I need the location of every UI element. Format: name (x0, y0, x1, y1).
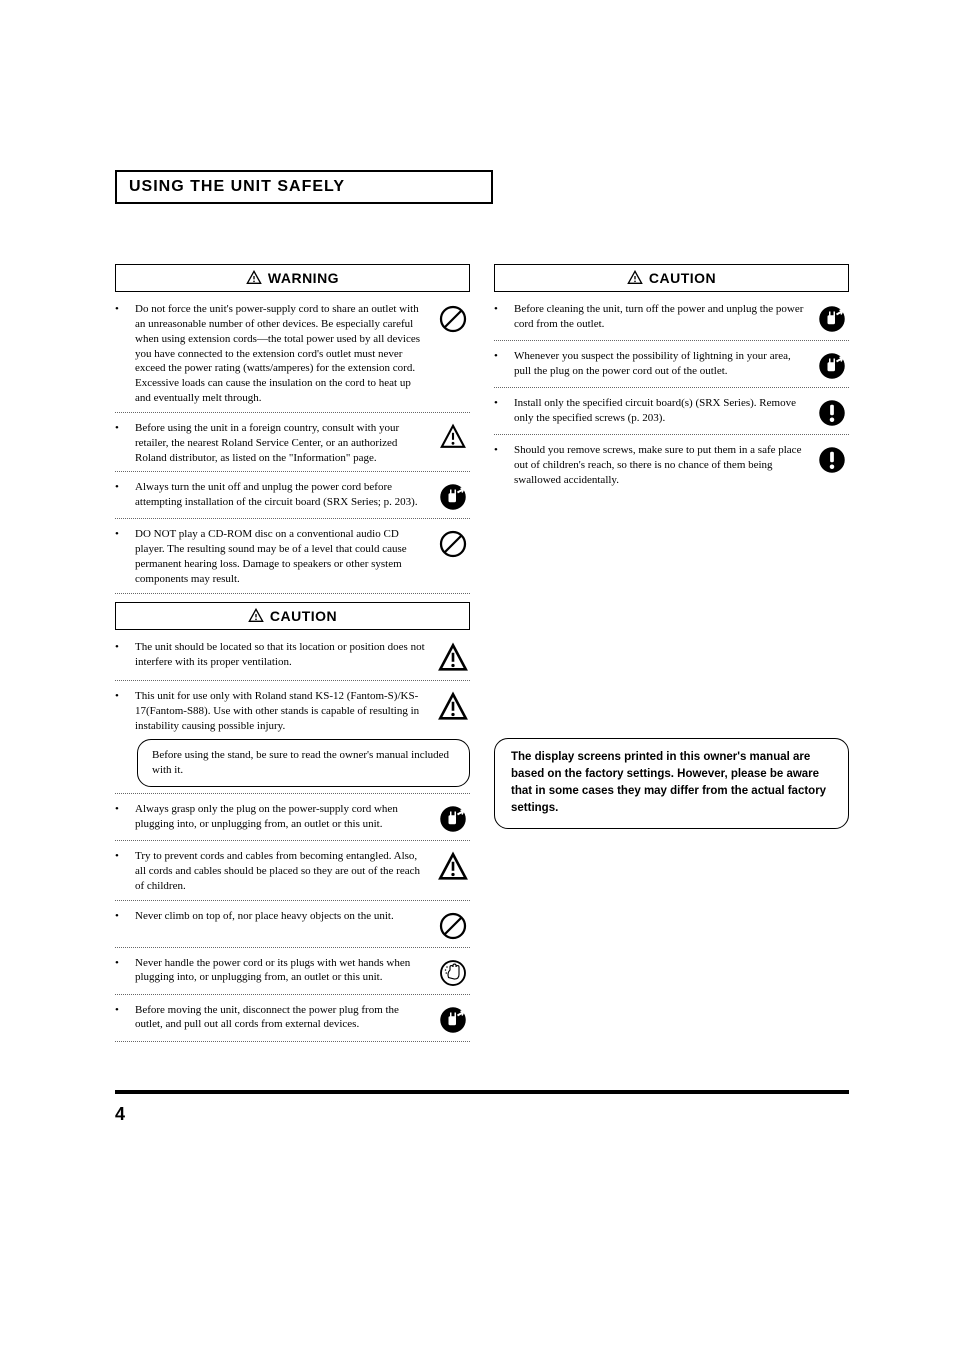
caution-label: CAUTION (270, 608, 337, 624)
safety-item: • This unit for use only with Roland stan… (115, 689, 470, 734)
dotted-separator (115, 412, 470, 413)
section-title: USING THE UNIT SAFELY (129, 178, 345, 195)
item-text: Try to prevent cords and cables from bec… (135, 849, 428, 894)
mandatory-icon (817, 396, 847, 428)
warn-tri-big-icon (438, 849, 468, 883)
warning-triangle-icon (246, 270, 262, 286)
item-text: Before cleaning the unit, turn off the p… (514, 302, 807, 332)
bullet: • (115, 640, 125, 655)
bullet: • (115, 689, 125, 704)
safety-item: • Never climb on top of, nor place heavy … (115, 909, 470, 941)
item-text: Never climb on top of, nor place heavy o… (135, 909, 428, 924)
safety-item: • Before using the unit in a foreign coun… (115, 421, 470, 466)
warning-label: WARNING (268, 270, 339, 286)
warning-item-list: • Do not force the unit's power-supply co… (115, 302, 470, 594)
item-text: Install only the specified circuit board… (514, 396, 807, 426)
bullet: • (115, 480, 125, 495)
dotted-separator (494, 387, 849, 388)
dotted-separator (115, 593, 470, 594)
dotted-separator (115, 793, 470, 794)
dotted-separator (115, 994, 470, 995)
right-column: CAUTION • Before cleaning the unit, turn … (494, 264, 849, 1050)
safety-item: • Try to prevent cords and cables from be… (115, 849, 470, 894)
warn-tri-big-icon (438, 689, 468, 723)
dotted-separator (494, 340, 849, 341)
warn-tri-icon (438, 421, 468, 451)
unplug-icon (438, 802, 468, 834)
caution-triangle-icon (627, 270, 643, 286)
bullet: • (494, 349, 504, 364)
dotted-separator (115, 471, 470, 472)
bullet: • (115, 909, 125, 924)
dotted-separator (494, 434, 849, 435)
item-text: Should you remove screws, make sure to p… (514, 443, 807, 488)
note-callout: The display screens printed in this owne… (494, 738, 849, 829)
unplug-icon (817, 302, 847, 334)
safety-item: • Should you remove screws, make sure to … (494, 443, 849, 488)
dotted-separator (115, 518, 470, 519)
item-text: Before using the unit in a foreign count… (135, 421, 428, 466)
bullet: • (494, 443, 504, 458)
safety-item: • DO NOT play a CD-ROM disc on a conventi… (115, 527, 470, 586)
item-text: This unit for use only with Roland stand… (135, 689, 428, 734)
prohibit-icon (438, 909, 468, 941)
dotted-separator (115, 680, 470, 681)
warning-heading: WARNING (115, 264, 470, 292)
caution-label: CAUTION (649, 270, 716, 286)
safety-item: • Never handle the power cord or its plug… (115, 956, 470, 988)
bullet: • (115, 421, 125, 436)
prohibit-icon (438, 302, 468, 334)
bullet: • (115, 302, 125, 317)
dotted-separator (115, 947, 470, 948)
caution-item-list-left: • The unit should be located so that its … (115, 640, 470, 1042)
caution-triangle-icon (248, 608, 264, 624)
bullet: • (115, 956, 125, 971)
unplug-icon (817, 349, 847, 381)
unplug-icon (438, 480, 468, 512)
caution-heading-right: CAUTION (494, 264, 849, 292)
warn-tri-big-icon (438, 640, 468, 674)
page-number: 4 (115, 1104, 849, 1125)
dotted-separator (115, 840, 470, 841)
item-text: Always grasp only the plug on the power-… (135, 802, 428, 832)
inline-callout: Before using the stand, be sure to read … (137, 739, 470, 787)
bullet: • (494, 396, 504, 411)
safety-item: • The unit should be located so that its … (115, 640, 470, 674)
safety-item: • Always turn the unit off and unplug the… (115, 480, 470, 512)
unplug-icon (438, 1003, 468, 1035)
item-text: Always turn the unit off and unplug the … (135, 480, 428, 510)
caution-heading-left: CAUTION (115, 602, 470, 630)
bullet: • (494, 302, 504, 317)
two-columns: WARNING • Do not force the unit's power-s… (115, 264, 849, 1050)
bullet: • (115, 1003, 125, 1018)
item-text: Do not force the unit's power-supply cor… (135, 302, 428, 406)
item-text: Never handle the power cord or its plugs… (135, 956, 428, 986)
wet-hand-icon (438, 956, 468, 988)
footer-divider (115, 1090, 849, 1094)
item-text: DO NOT play a CD-ROM disc on a conventio… (135, 527, 428, 586)
item-text: Before moving the unit, disconnect the p… (135, 1003, 428, 1033)
dotted-separator (115, 1041, 470, 1042)
safety-item: • Do not force the unit's power-supply co… (115, 302, 470, 406)
bullet: • (115, 527, 125, 542)
section-title-box: USING THE UNIT SAFELY (115, 170, 493, 204)
safety-item: • Always grasp only the plug on the power… (115, 802, 470, 834)
dotted-separator (115, 900, 470, 901)
caution-item-list-right: • Before cleaning the unit, turn off the … (494, 302, 849, 488)
mandatory-icon (817, 443, 847, 475)
page: USING THE UNIT SAFELY WARNING • Do not fo… (0, 0, 954, 1185)
bullet: • (115, 802, 125, 817)
safety-item: • Install only the specified circuit boar… (494, 396, 849, 428)
safety-item: • Before moving the unit, disconnect the … (115, 1003, 470, 1035)
safety-item: • Whenever you suspect the possibility of… (494, 349, 849, 381)
bullet: • (115, 849, 125, 864)
left-column: WARNING • Do not force the unit's power-s… (115, 264, 470, 1050)
safety-item: • Before cleaning the unit, turn off the … (494, 302, 849, 334)
prohibit-icon (438, 527, 468, 559)
item-text: Whenever you suspect the possibility of … (514, 349, 807, 379)
item-text: The unit should be located so that its l… (135, 640, 428, 670)
